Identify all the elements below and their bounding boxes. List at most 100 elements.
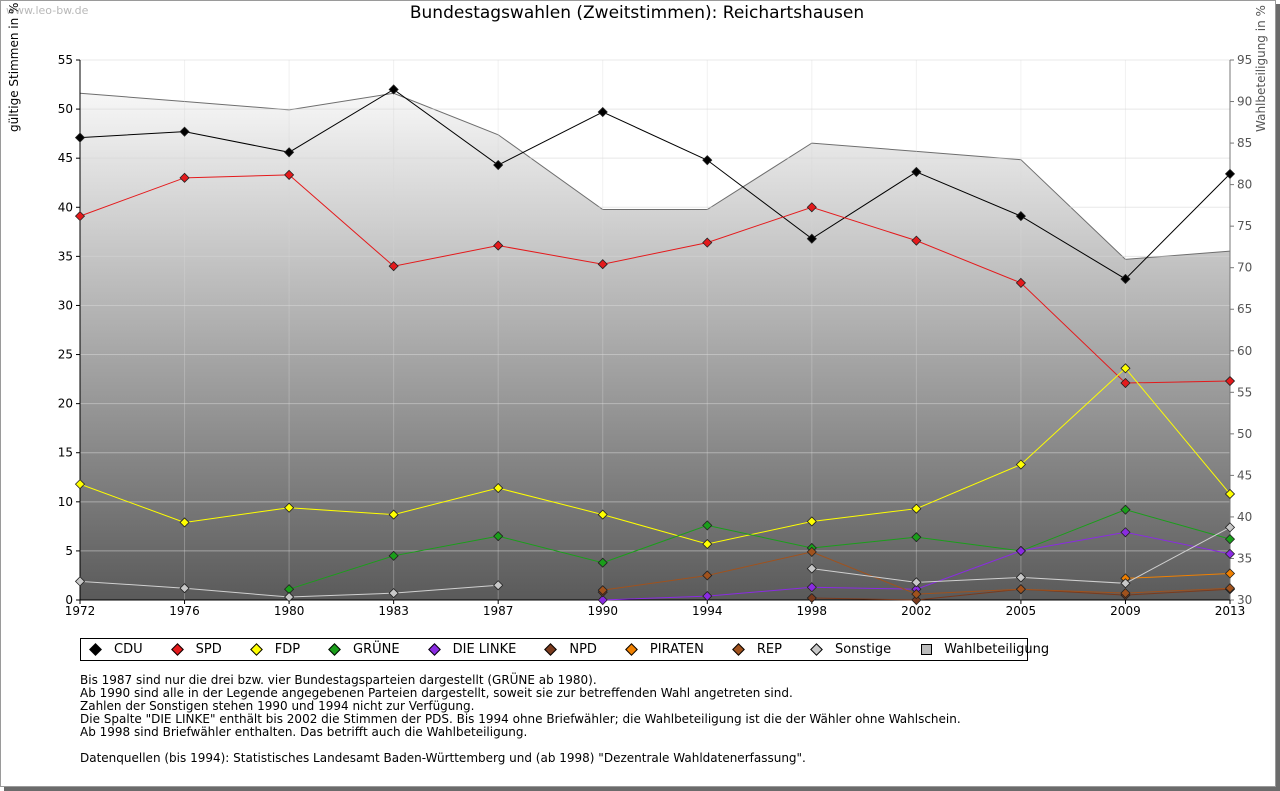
legend-item: Sonstige bbox=[810, 642, 892, 657]
y-tick-label: 5 bbox=[65, 544, 73, 558]
series-rep bbox=[597, 546, 1236, 600]
y-tick-label: 0 bbox=[65, 593, 73, 607]
legend-marker bbox=[328, 643, 341, 656]
y2-tick-label: 50 bbox=[1237, 427, 1252, 441]
data-point-piraten bbox=[1224, 568, 1236, 579]
data-point-gr-ne bbox=[1120, 504, 1131, 515]
legend-label: Sonstige bbox=[834, 642, 892, 657]
data-point-cdu bbox=[702, 155, 713, 166]
x-tick-label: 1994 bbox=[692, 604, 723, 618]
y2-tick-label: 75 bbox=[1237, 219, 1252, 233]
y2-tick-label: 60 bbox=[1237, 344, 1252, 358]
y-tick-label: 45 bbox=[58, 151, 73, 165]
data-point-rep bbox=[1015, 584, 1026, 595]
data-point-spd bbox=[388, 261, 399, 272]
data-point-spd bbox=[702, 237, 713, 248]
watermark: www.leo-bw.de bbox=[6, 4, 89, 17]
x-tick-label: 2002 bbox=[901, 604, 932, 618]
x-tick-label: 1980 bbox=[274, 604, 305, 618]
data-point-sonstige bbox=[284, 591, 295, 603]
legend: CDU SPD FDP GRÜNE DIE LINKE NPD PIRATEN REP Sons… bbox=[80, 638, 1049, 661]
legend-marker bbox=[544, 643, 558, 656]
series-fdp bbox=[74, 363, 1236, 550]
data-point-npd bbox=[911, 594, 922, 606]
legend-item: SPD bbox=[170, 642, 222, 657]
data-point-cdu bbox=[1120, 273, 1131, 285]
y-tick-label: 20 bbox=[58, 397, 73, 411]
notes: Bis 1987 sind nur die drei bzw. vier Bun… bbox=[80, 674, 961, 765]
x-tick-label: 2013 bbox=[1215, 604, 1246, 618]
legend-label: PIRATEN bbox=[649, 642, 704, 657]
legend-label: FDP bbox=[274, 642, 301, 657]
y-tick-label: 15 bbox=[58, 446, 73, 460]
data-point-cdu bbox=[806, 233, 817, 244]
data-point-fdp bbox=[806, 516, 817, 527]
legend-marker bbox=[921, 644, 933, 655]
x-tick-label: 2005 bbox=[1006, 604, 1037, 618]
legend-marker bbox=[89, 643, 102, 656]
legend-marker bbox=[427, 643, 441, 656]
data-point-sonstige bbox=[388, 588, 399, 599]
y-tick-label: 55 bbox=[58, 53, 73, 67]
data-point-spd bbox=[1015, 277, 1026, 288]
legend-item: Wahlbeteiligung bbox=[921, 642, 1049, 657]
data-point-spd bbox=[806, 202, 817, 213]
chart-title: Bundestagswahlen (Zweitstimmen): Reichar… bbox=[409, 3, 865, 23]
data-point-rep bbox=[597, 585, 608, 596]
data-point-spd bbox=[493, 240, 504, 251]
data-point-die-linke bbox=[702, 591, 713, 602]
legend-label: NPD bbox=[569, 642, 597, 657]
legend-item: REP bbox=[732, 642, 782, 657]
data-point-sonstige bbox=[1120, 578, 1131, 589]
data-point-sonstige bbox=[179, 583, 190, 594]
y-axis-right-label: Wahlbeteiligung in % bbox=[1254, 5, 1268, 132]
y-tick-label: 40 bbox=[58, 200, 73, 214]
legend-marker bbox=[249, 643, 263, 656]
data-point-fdp bbox=[597, 509, 608, 520]
legend-item: NPD bbox=[544, 642, 597, 657]
data-point-cdu bbox=[388, 84, 399, 95]
data-point-cdu bbox=[493, 159, 504, 171]
turnout-layer bbox=[79, 92, 1231, 600]
legend-marker bbox=[625, 643, 638, 656]
y-tick-label: 35 bbox=[58, 249, 73, 263]
y-tick-label: 25 bbox=[58, 348, 73, 362]
note-line: Datenquellen (bis 1994): Statistisches L… bbox=[80, 751, 806, 765]
data-point-spd bbox=[74, 211, 86, 222]
legend-item: DIE LINKE bbox=[427, 642, 516, 657]
turnout-area bbox=[80, 93, 1230, 600]
y2-tick-label: 85 bbox=[1237, 136, 1252, 150]
y2-tick-label: 35 bbox=[1237, 551, 1252, 565]
legend-label: SPD bbox=[195, 642, 222, 657]
turnout-line bbox=[79, 92, 1231, 260]
legend-label: Wahlbeteiligung bbox=[944, 642, 1050, 657]
y2-tick-label: 40 bbox=[1237, 510, 1252, 524]
data-point-sonstige bbox=[74, 576, 86, 587]
data-point-rep bbox=[911, 589, 922, 600]
data-point-spd bbox=[1224, 375, 1236, 387]
data-point-npd bbox=[806, 592, 817, 604]
data-point-gr-ne bbox=[702, 520, 713, 531]
series-sonstige bbox=[74, 522, 1236, 603]
legend-marker bbox=[170, 643, 184, 656]
y-tick-label: 50 bbox=[58, 102, 73, 116]
data-point-sonstige bbox=[493, 580, 504, 591]
x-tick-label: 1990 bbox=[587, 604, 618, 618]
series-gr-ne bbox=[284, 504, 1236, 595]
data-point-cdu bbox=[911, 166, 922, 177]
y2-tick-label: 70 bbox=[1237, 261, 1252, 275]
data-point-rep bbox=[1224, 583, 1236, 594]
legend-item: GRÜNE bbox=[328, 642, 400, 657]
data-point-cdu bbox=[597, 106, 608, 118]
note-line: Bis 1987 sind nur die drei bzw. vier Bun… bbox=[80, 673, 597, 687]
data-point-die-linke bbox=[597, 594, 608, 606]
data-point-spd bbox=[911, 235, 922, 246]
series-line-spd bbox=[79, 174, 1231, 384]
data-point-fdp bbox=[1120, 363, 1131, 374]
axis-layer: 0 5 10 15 20 25 30 35 40 45 50 55 30 35 40 45 50 55 60 65 70… bbox=[58, 53, 1253, 618]
data-point-rep bbox=[702, 570, 713, 581]
y2-tick-label: 45 bbox=[1237, 468, 1252, 482]
x-tick-label: 1983 bbox=[378, 604, 409, 618]
data-point-gr-ne bbox=[597, 557, 608, 568]
note-line: Ab 1990 sind alle in der Legende angegeb… bbox=[80, 686, 793, 700]
